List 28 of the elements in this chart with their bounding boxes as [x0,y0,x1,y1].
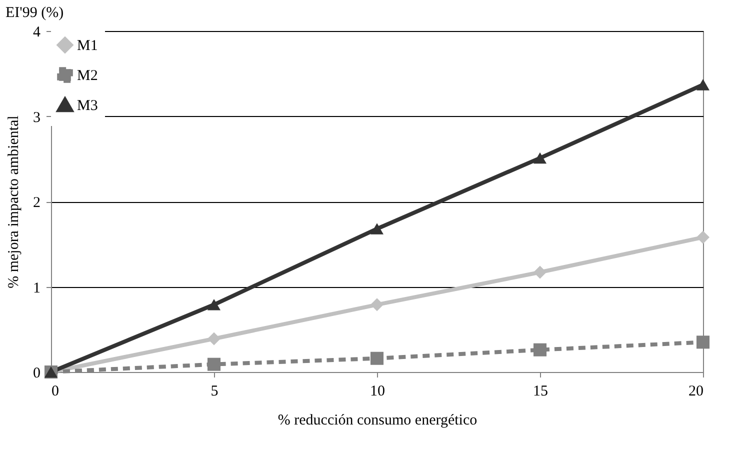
point [207,299,221,310]
x-axis-title: % reducción consumo energético [278,412,478,428]
point [370,352,384,365]
y-tick-label: 2 [33,195,40,211]
point [370,223,384,234]
point [533,152,547,164]
point [696,230,710,244]
point [207,358,221,371]
legend-label: M1 [77,38,98,54]
y-tick-label: 4 [33,24,41,40]
text: EI'99 (%) [6,5,64,21]
y-tick-label: 1 [33,280,40,296]
point [370,298,384,312]
legend-label: M3 [77,98,98,114]
point [696,336,710,349]
x-tick-label: 20 [688,384,704,400]
y-tick-label: 0 [33,366,40,382]
x-tick-label: 15 [533,384,548,400]
x-tick-label: 5 [210,384,218,400]
x-tick-label: 0 [52,384,59,400]
y-axis-title: % mejora impacto ambiental [6,116,22,288]
x-tick-label: 10 [370,384,385,400]
legend-label: M2 [77,68,98,84]
y-tick-label: 3 [33,110,40,126]
point [207,332,221,346]
point [533,266,547,279]
point [696,79,710,90]
point [533,343,547,356]
